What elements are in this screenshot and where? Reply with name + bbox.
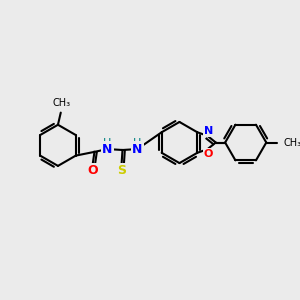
Text: N: N (102, 142, 113, 156)
Text: H: H (133, 137, 142, 148)
Text: N: N (204, 126, 213, 136)
Text: CH₃: CH₃ (283, 137, 300, 148)
Text: H: H (103, 137, 112, 148)
Text: O: O (204, 149, 213, 159)
Text: CH₃: CH₃ (52, 98, 71, 108)
Text: O: O (87, 164, 98, 177)
Text: S: S (117, 164, 126, 177)
Text: N: N (132, 142, 142, 156)
